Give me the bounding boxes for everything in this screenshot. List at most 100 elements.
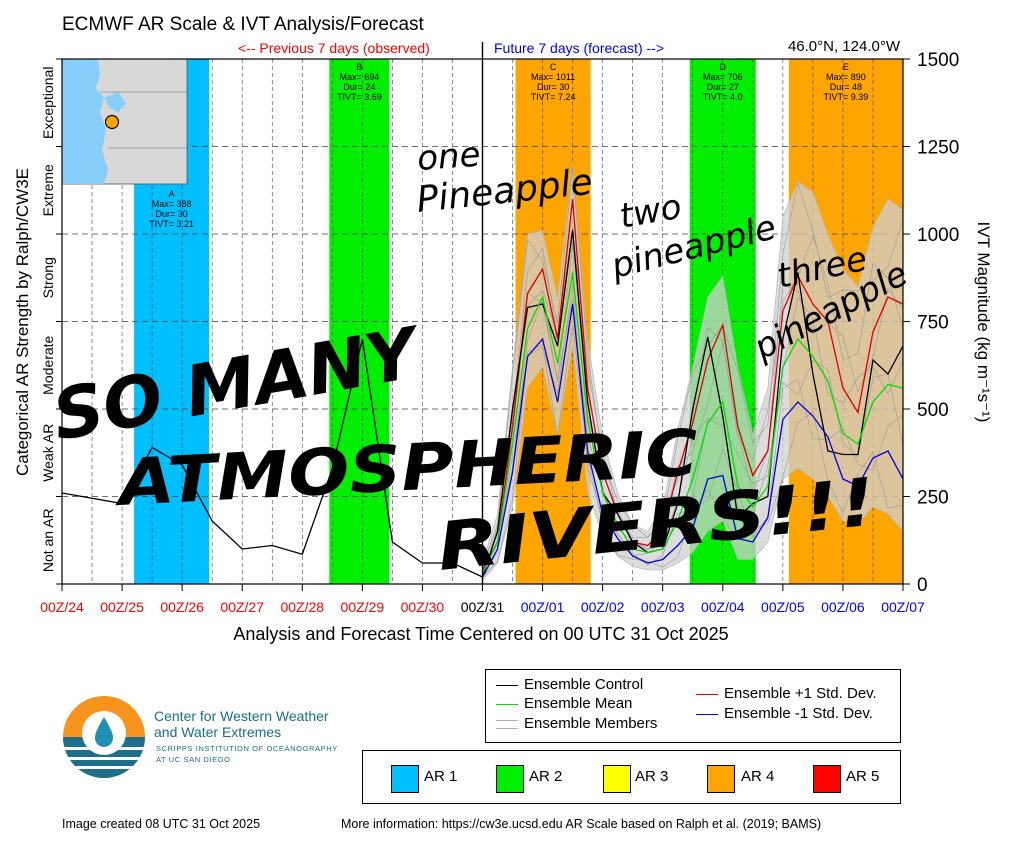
future-days-label: Future 7 days (forecast) --> bbox=[494, 40, 664, 56]
ar1-swatch bbox=[391, 765, 419, 793]
ar-band-b bbox=[329, 59, 390, 584]
member-line bbox=[482, 324, 904, 577]
ar2-label: AR 2 bbox=[529, 768, 563, 785]
event-b-label: Max= 694 bbox=[339, 72, 379, 82]
event-d-label: Dur= 27 bbox=[707, 82, 739, 92]
series-ensemble-control-observed- bbox=[61, 338, 483, 578]
event-e-label: Max= 890 bbox=[826, 72, 866, 82]
category-label: Strong bbox=[40, 257, 56, 298]
event-e-label: Dur= 48 bbox=[830, 82, 862, 92]
category-axis-left: Not an AR Weak AR Moderate Strong Extreme Exc… bbox=[40, 58, 62, 585]
x-axis-title: Analysis and Forecast Time Centered on 0… bbox=[233, 624, 728, 644]
logo-line-3: SCRIPPS INSTITUTION OF OCEANOGRAPHY bbox=[156, 744, 338, 753]
x-tick-label: 00Z/05 bbox=[761, 599, 805, 615]
event-a-label: Dur= 30 bbox=[155, 209, 187, 219]
ar2-swatch bbox=[496, 765, 524, 793]
event-d-label: Max= 706 bbox=[703, 72, 743, 82]
location-marker bbox=[104, 114, 120, 130]
x-tick-label: 00Z/31 bbox=[461, 599, 505, 615]
x-tick-label: 00Z/04 bbox=[701, 599, 745, 615]
event-d-label: D bbox=[720, 62, 727, 72]
member-line bbox=[482, 229, 904, 566]
x-tick-label: 00Z/02 bbox=[581, 599, 625, 615]
event-a-label: A bbox=[169, 189, 175, 199]
ar4-swatch bbox=[707, 765, 735, 793]
ocean-shape bbox=[62, 59, 108, 184]
category-label: Exceptional bbox=[40, 67, 56, 139]
ensemble-member-band bbox=[482, 163, 904, 582]
x-tick-label: 00Z/25 bbox=[100, 599, 144, 615]
event-b-label: TIVT= 3.69 bbox=[337, 92, 382, 102]
category-label: Extreme bbox=[40, 164, 56, 216]
event-d-label: TIVT= 4.0 bbox=[703, 92, 743, 102]
line-legend: Ensemble Control Ensemble Mean Ensemble … bbox=[485, 669, 901, 743]
y-tick-label: 500 bbox=[917, 400, 949, 421]
legend-swatch-members bbox=[496, 720, 518, 729]
series-ensemble-1-std-dev- bbox=[481, 198, 904, 571]
x-tick-label: 00Z/26 bbox=[160, 599, 204, 615]
series-ensemble-1-std-dev- bbox=[481, 303, 904, 578]
right-axis-title: IVT Magnitude (kg m⁻¹s⁻¹) bbox=[974, 222, 993, 423]
y-tick-label: 1000 bbox=[917, 225, 959, 246]
legend-label-plus-sd: Ensemble +1 Std. Dev. bbox=[724, 685, 877, 702]
annotation-two: two bbox=[617, 187, 685, 237]
member-line bbox=[482, 225, 904, 572]
footer-created: Image created 08 UTC 31 Oct 2025 bbox=[62, 817, 261, 831]
ar5-label: AR 5 bbox=[846, 768, 880, 785]
y-tick-label: 1500 bbox=[917, 50, 959, 71]
ar5-swatch bbox=[813, 765, 841, 793]
event-c-label: C bbox=[550, 62, 557, 72]
x-tick-label: 00Z/28 bbox=[280, 599, 324, 615]
x-tick-label: 00Z/03 bbox=[641, 599, 685, 615]
legend-swatch-plus-sd bbox=[696, 694, 718, 695]
y-tick-label: 750 bbox=[917, 313, 949, 334]
left-axis-title: Categorical AR Strength by Ralph/CW3E bbox=[13, 168, 32, 476]
event-a-label: TIVT= 3.21 bbox=[149, 219, 194, 229]
y-tick-label: 1250 bbox=[917, 138, 959, 159]
ar3-label: AR 3 bbox=[635, 768, 669, 785]
x-tick-label: 00Z/07 bbox=[881, 599, 925, 615]
ensemble-series bbox=[61, 198, 904, 578]
logo-line-1: Center for Western Weather bbox=[154, 708, 329, 724]
legend-label-mean: Ensemble Mean bbox=[524, 695, 633, 712]
x-tick-label: 00Z/29 bbox=[341, 599, 385, 615]
x-axis: 00Z/24 00Z/25 00Z/26 00Z/27 00Z/28 00Z/29 00Z/… bbox=[40, 584, 925, 615]
event-e-label: E bbox=[843, 62, 849, 72]
logo-line-4: AT UC SAN DIEGO bbox=[156, 755, 231, 764]
member-line bbox=[482, 166, 904, 567]
event-c-label: Dur= 30 bbox=[537, 82, 569, 92]
previous-days-label: <-- Previous 7 days (observed) bbox=[238, 40, 430, 56]
legend-swatch-control bbox=[496, 685, 518, 686]
cw3e-logo-icon bbox=[63, 696, 145, 778]
inset-map bbox=[61, 58, 188, 185]
ar4-label: AR 4 bbox=[741, 768, 775, 785]
footer-more-info: More information: https://cw3e.ucsd.edu … bbox=[341, 817, 822, 831]
event-e-label: TIVT= 9.39 bbox=[824, 92, 869, 102]
y-tick-label: 0 bbox=[917, 575, 928, 596]
event-c-label: Max= 1011 bbox=[531, 72, 575, 82]
x-tick-label: 00Z/27 bbox=[220, 599, 264, 615]
event-b-label: B bbox=[356, 62, 362, 72]
sound-shape bbox=[104, 92, 126, 112]
category-label: Not an AR bbox=[40, 508, 56, 572]
event-b-label: Dur= 24 bbox=[343, 82, 375, 92]
member-line bbox=[482, 299, 904, 573]
x-tick-label: 00Z/06 bbox=[821, 599, 865, 615]
legend-label-members: Ensemble Members bbox=[524, 715, 658, 732]
event-a-label: Max= 388 bbox=[152, 199, 192, 209]
annotation-one: one bbox=[416, 135, 482, 179]
location-label: 46.0°N, 124.0°W bbox=[788, 38, 901, 55]
legend-label-minus-sd: Ensemble -1 Std. Dev. bbox=[724, 705, 873, 722]
event-c-label: TIVT= 7.24 bbox=[531, 92, 576, 102]
series-ensemble-mean bbox=[481, 272, 904, 574]
chart-title: ECMWF AR Scale & IVT Analysis/Forecast bbox=[62, 14, 425, 35]
category-label: Weak AR bbox=[40, 424, 56, 482]
category-label: Moderate bbox=[40, 335, 56, 394]
ar-scale-legend: AR 1 AR 2 AR 3 AR 4 AR 5 bbox=[362, 750, 901, 804]
ar1-label: AR 1 bbox=[424, 768, 458, 785]
x-tick-label: 00Z/24 bbox=[40, 599, 84, 615]
legend-swatch-mean bbox=[496, 704, 518, 705]
legend-label-control: Ensemble Control bbox=[524, 676, 644, 693]
